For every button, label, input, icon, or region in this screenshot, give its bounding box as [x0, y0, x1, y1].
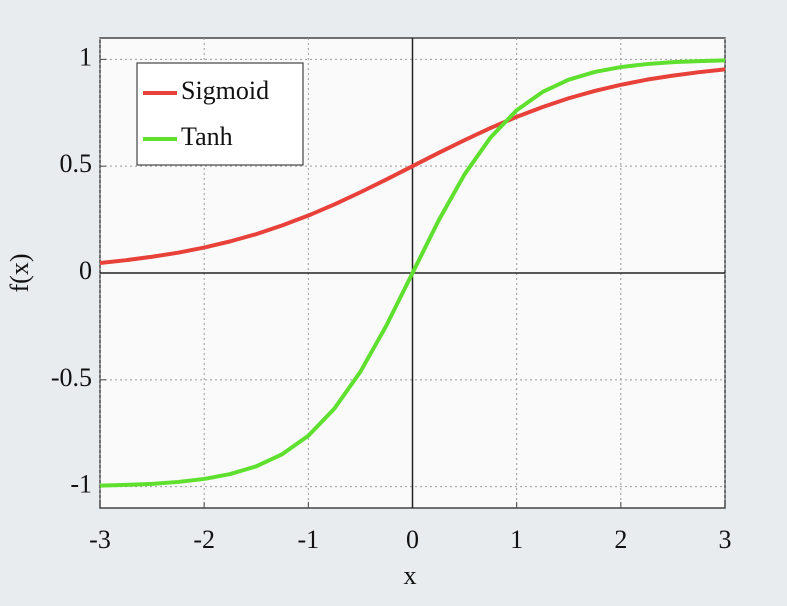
- y-tick-label: -0.5: [51, 363, 92, 392]
- x-tick-label: 0: [406, 525, 419, 554]
- y-tick-label: 0.5: [60, 149, 93, 178]
- legend-label: Sigmoid: [181, 76, 269, 105]
- y-axis-label: f(x): [5, 254, 34, 293]
- y-tick-label: 0: [79, 256, 92, 285]
- series-line: [99, 67, 726, 265]
- y-tick-label: 1: [79, 42, 92, 71]
- legend-label: Tanh: [181, 122, 233, 151]
- x-tick-label: 2: [614, 525, 627, 554]
- x-tick-label: 1: [510, 525, 523, 554]
- x-tick-label: -1: [297, 525, 319, 554]
- series-line: [99, 58, 726, 488]
- legend-box: [136, 62, 304, 166]
- x-tick-label: -2: [193, 525, 215, 554]
- x-tick-label: -3: [89, 525, 111, 554]
- y-tick-label: -1: [70, 470, 92, 499]
- x-tick-label: 3: [719, 525, 732, 554]
- x-axis-label: x: [404, 561, 417, 590]
